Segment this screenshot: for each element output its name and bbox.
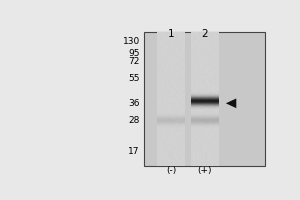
- Text: 130: 130: [123, 37, 140, 46]
- Text: 17: 17: [128, 147, 140, 156]
- Bar: [145, 32, 266, 166]
- Text: 28: 28: [128, 116, 140, 125]
- Text: (-): (-): [166, 166, 176, 175]
- Text: 2: 2: [202, 29, 208, 39]
- Text: 36: 36: [128, 99, 140, 108]
- Text: (+): (+): [198, 166, 212, 175]
- Text: 72: 72: [128, 57, 140, 66]
- Text: 95: 95: [128, 49, 140, 58]
- Text: 55: 55: [128, 74, 140, 83]
- Text: 1: 1: [168, 29, 175, 39]
- Polygon shape: [226, 98, 236, 108]
